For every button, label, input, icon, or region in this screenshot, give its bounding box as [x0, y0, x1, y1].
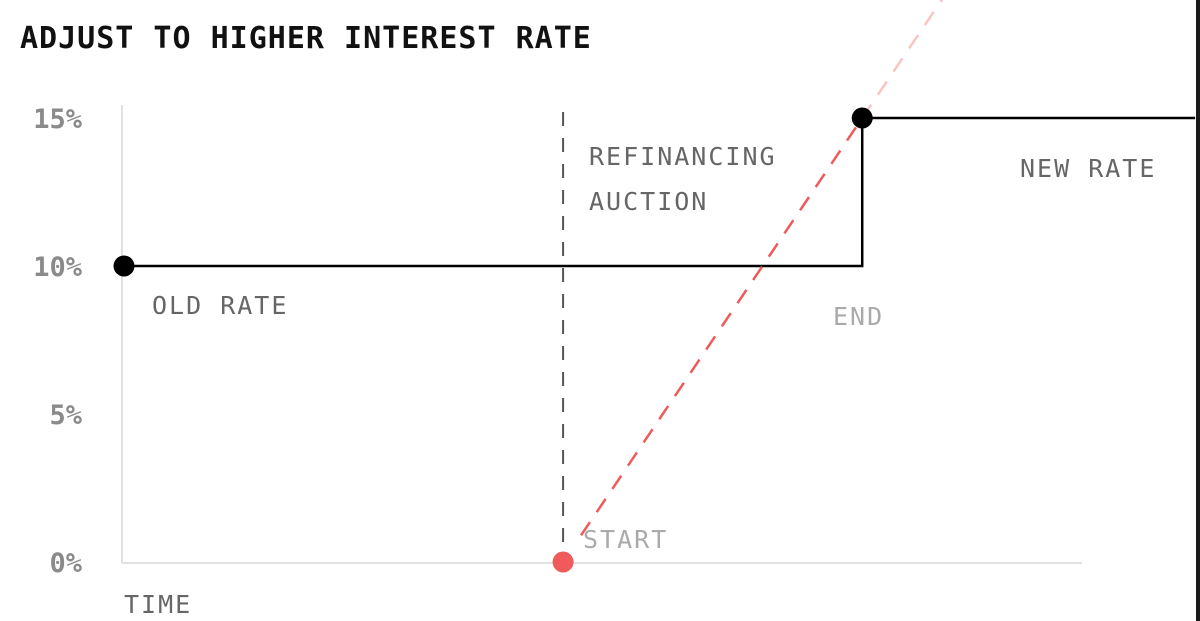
refinancing-label-line-2: AUCTION — [589, 187, 708, 216]
y-tick-labels: 0% 5% 10% 15% — [33, 104, 83, 579]
old-rate-label: OLD RATE — [152, 291, 288, 320]
annotations: OLD RATE REFINANCING AUCTION NEW RATE END STA… — [152, 142, 1156, 554]
y-tick-label: 15% — [33, 104, 83, 135]
new-rate-marker — [852, 108, 873, 129]
window-edge — [1196, 0, 1200, 621]
old-rate-marker — [114, 256, 135, 277]
end-label: END — [833, 302, 884, 331]
refinancing-label-line-1: REFINANCING — [589, 142, 777, 171]
new-rate-label: NEW RATE — [1020, 154, 1156, 183]
start-label: START — [583, 525, 668, 554]
auction-rate-extension — [862, 0, 954, 118]
y-tick-label: 0% — [49, 548, 82, 579]
data-markers — [114, 108, 873, 573]
start-marker — [553, 552, 574, 573]
y-tick-label: 10% — [33, 252, 83, 283]
series-lines — [124, 0, 1195, 535]
chart-title: ADJUST TO HIGHER INTEREST RATE — [20, 21, 592, 56]
x-axis-label: TIME — [124, 590, 192, 619]
y-tick-label: 5% — [49, 400, 82, 431]
auction-rate-line — [581, 118, 862, 535]
axes — [122, 105, 1082, 563]
